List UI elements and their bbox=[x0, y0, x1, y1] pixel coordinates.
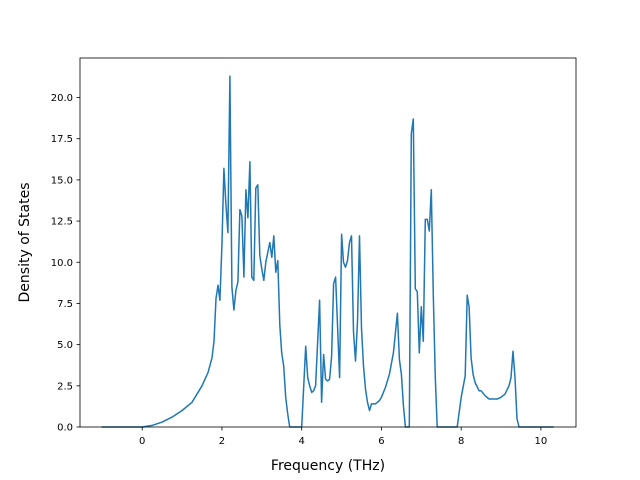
y-axis-ticks: 0.0 2.5 5.0 7.5 10.0 12.5 15.0 17.5 20.0 bbox=[51, 93, 80, 434]
y-axis-label: Density of States bbox=[17, 183, 33, 303]
y-tick-label: 0.0 bbox=[57, 423, 73, 434]
x-tick-label: 2 bbox=[219, 436, 225, 447]
x-tick-label: 10 bbox=[535, 436, 548, 447]
y-tick-label: 2.5 bbox=[57, 381, 73, 392]
y-tick-label: 17.5 bbox=[51, 134, 73, 145]
y-tick-label: 12.5 bbox=[51, 217, 73, 228]
x-axis-label: Frequency (THz) bbox=[271, 458, 385, 474]
y-tick-label: 10.0 bbox=[51, 258, 73, 269]
y-tick-label: 7.5 bbox=[57, 299, 73, 310]
x-tick-label: 0 bbox=[139, 436, 145, 447]
x-axis-ticks: 0 2 4 6 8 10 bbox=[139, 427, 547, 447]
x-tick-label: 8 bbox=[458, 436, 464, 447]
y-tick-label: 20.0 bbox=[51, 93, 73, 104]
axes-frame bbox=[79, 57, 577, 428]
x-tick-label: 6 bbox=[378, 436, 384, 447]
y-tick-label: 5.0 bbox=[57, 340, 73, 351]
y-tick-label: 15.0 bbox=[51, 175, 73, 186]
x-tick-label: 4 bbox=[298, 436, 304, 447]
